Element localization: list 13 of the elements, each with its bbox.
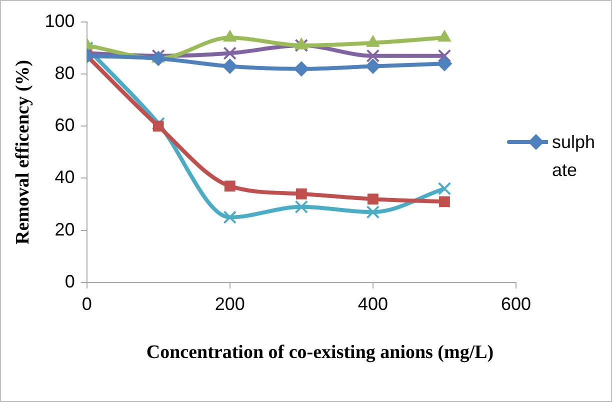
x-tick-label: 0	[82, 294, 92, 314]
legend-label: sulphate	[552, 131, 596, 182]
x-tick-label: 400	[358, 294, 388, 314]
x-tick-label: 600	[500, 294, 532, 314]
y-tick-label: 20	[54, 219, 75, 240]
y-tick-label: 40	[54, 167, 75, 188]
x-tick-label: 200	[214, 294, 245, 314]
y-tick-label: 80	[54, 63, 75, 84]
y-tick-label: 100	[44, 10, 75, 31]
y-axis-title: Removal efficency (%)	[12, 60, 34, 245]
x-axis-title: Concentration of co-existing anions (mg/L)	[145, 342, 495, 364]
y-tick-label: 0	[64, 271, 75, 292]
y-tick-label: 60	[54, 115, 75, 136]
